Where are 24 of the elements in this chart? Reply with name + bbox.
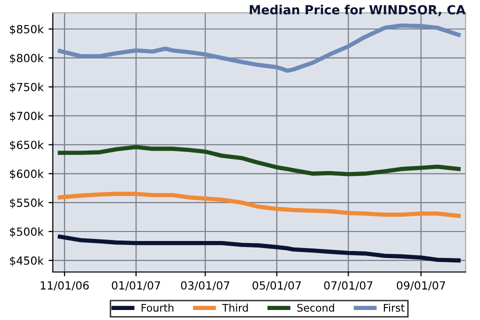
line-series <box>58 234 461 263</box>
legend-label: Fourth <box>142 304 174 312</box>
x-tick-label: 03/01/07 <box>181 281 230 290</box>
line-series <box>58 23 461 73</box>
x-tick-label: 09/01/07 <box>396 281 446 290</box>
y-tick-label: $850k <box>10 24 44 35</box>
x-tick-label: 07/01/07 <box>324 281 372 290</box>
y-tick-label: $800k <box>10 54 44 64</box>
x-tick-label: 01/01/07 <box>112 281 160 290</box>
x-tick-label: 11/01/06 <box>40 281 89 290</box>
y-tick-label: $700k <box>10 112 44 122</box>
x-tick-label: 05/01/07 <box>252 281 301 290</box>
y-tick-label: $500k <box>10 227 44 238</box>
line-series <box>58 192 461 218</box>
legend-label: First <box>384 304 405 312</box>
y-tick-label: $650k <box>10 140 44 151</box>
legend-label: Third <box>222 304 248 312</box>
line-series <box>58 144 461 176</box>
y-tick-label: $550k <box>10 198 44 208</box>
y-tick-label: $750k <box>10 82 44 93</box>
legend-label: Second <box>297 304 334 312</box>
y-tick-label: $450k <box>10 256 44 266</box>
y-tick-label: $600k <box>10 169 44 180</box>
chart-title: Median Price for WINDSOR, CA <box>250 4 466 16</box>
